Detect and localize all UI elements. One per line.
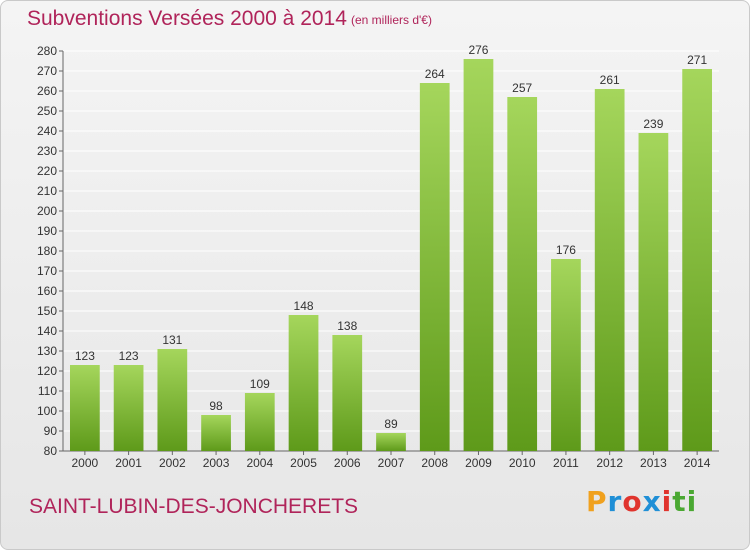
y-tick-label: 210 (37, 184, 57, 198)
bar-2009 (463, 59, 494, 451)
y-tick-label: 110 (38, 384, 57, 398)
y-tick-label: 190 (37, 224, 57, 238)
x-tick-label-2005: 2005 (290, 456, 317, 470)
x-tick-label-2000: 2000 (72, 456, 99, 470)
x-tick-label-2003: 2003 (203, 456, 230, 470)
data-label-2013: 239 (643, 117, 663, 131)
bar-2000 (69, 365, 100, 451)
bar-2007 (376, 433, 406, 451)
bar-2008 (419, 83, 450, 451)
data-label-2008: 264 (425, 67, 445, 81)
x-tick-label-2002: 2002 (159, 456, 186, 470)
data-label-2003: 98 (209, 399, 223, 413)
x-tick-label-2009: 2009 (465, 456, 492, 470)
y-tick-label: 260 (37, 84, 57, 98)
y-tick-label: 90 (44, 424, 58, 438)
x-tick-label-2008: 2008 (421, 456, 448, 470)
y-tick-label: 220 (37, 164, 57, 178)
y-tick-label: 120 (37, 364, 57, 378)
bar-2004 (244, 393, 275, 451)
data-label-2005: 148 (294, 299, 314, 313)
y-tick-label: 100 (37, 404, 57, 418)
data-label-2010: 257 (512, 81, 532, 95)
bar-2014 (682, 69, 713, 451)
data-label-2006: 138 (337, 319, 357, 333)
x-tick-label-2013: 2013 (640, 456, 667, 470)
bar-2001 (113, 365, 144, 451)
data-label-2002: 131 (162, 333, 182, 347)
data-label-2012: 261 (600, 73, 620, 87)
chart-subtitle: (en milliers d'€) (351, 13, 432, 27)
y-tick-label: 180 (37, 244, 57, 258)
bar-2011 (551, 259, 581, 451)
data-label-2011: 176 (556, 243, 576, 257)
x-tick-label-2012: 2012 (596, 456, 623, 470)
y-tick-label: 230 (37, 144, 57, 158)
x-tick-label-2007: 2007 (378, 456, 405, 470)
bar-2012 (594, 89, 625, 451)
y-tick-label: 200 (37, 204, 57, 218)
x-tick-label-2011: 2011 (553, 456, 579, 470)
y-tick-label: 80 (44, 444, 58, 458)
chart-title: Subventions Versées 2000 à 2014 (27, 7, 347, 30)
bar-2002 (157, 349, 188, 451)
y-tick-label: 130 (37, 344, 57, 358)
x-tick-label-2006: 2006 (334, 456, 361, 470)
data-label-2004: 109 (250, 377, 270, 391)
y-tick-label: 270 (37, 64, 57, 78)
bar-2010 (507, 97, 538, 451)
commune-name: SAINT-LUBIN-DES-JONCHERETS (29, 495, 359, 518)
bar-2013 (638, 133, 669, 451)
y-tick-label: 250 (37, 104, 57, 118)
proxiti-logo: Proxiti (586, 485, 698, 518)
bar-2003 (201, 415, 231, 451)
x-tick-label-2004: 2004 (246, 456, 273, 470)
y-tick-label: 280 (37, 44, 57, 58)
data-label-2001: 123 (119, 349, 139, 363)
bar-2006 (332, 335, 363, 451)
y-tick-label: 150 (37, 304, 57, 318)
x-tick-label-2010: 2010 (509, 456, 536, 470)
data-label-2009: 276 (468, 43, 488, 57)
bar-2005 (288, 315, 319, 451)
y-tick-label: 160 (37, 284, 57, 298)
y-tick-label: 240 (37, 124, 57, 138)
y-tick-label: 140 (37, 324, 57, 338)
data-label-2000: 123 (75, 349, 95, 363)
data-label-2014: 271 (687, 53, 707, 67)
x-tick-label-2001: 2001 (115, 456, 142, 470)
x-tick-label-2014: 2014 (684, 456, 711, 470)
data-label-2007: 89 (384, 417, 398, 431)
y-tick-label: 170 (37, 264, 57, 278)
